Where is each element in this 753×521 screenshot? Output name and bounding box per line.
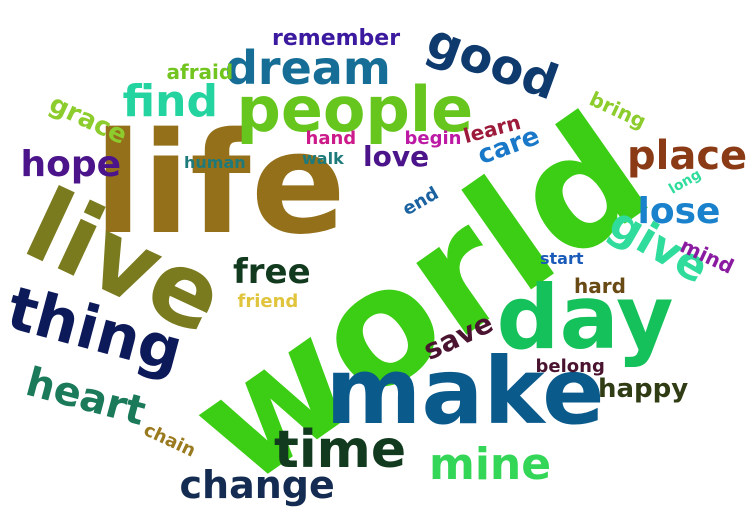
word-people: people [236,73,474,146]
word-cloud: world life make live people day dream th… [0,13,748,521]
word-remember: remember [272,26,401,51]
word-belong: belong [535,356,605,377]
word-begin: begin [404,128,462,149]
word-lose: lose [637,191,721,232]
word-dream: dream [225,41,391,95]
word-afraid: afraid [166,60,234,84]
word-hand: hand [305,128,357,149]
word-life: life [94,103,346,266]
word-human: human [184,153,246,172]
word-place: place [627,133,748,179]
word-mine: mine [429,439,552,490]
word-hard: hard [574,274,626,298]
word-grace: grace [44,89,132,151]
word-make: make [325,338,605,445]
word-love: love [363,140,430,173]
word-hope: hope [20,144,122,185]
word-chain: chain [139,419,199,462]
word-friend: friend [237,291,299,312]
word-walk: walk [302,149,344,168]
word-happy: happy [598,374,689,404]
word-day: day [496,266,674,369]
word-change: change [179,463,335,507]
word-free: free [233,252,311,292]
word-find: find [122,76,218,127]
word-start: start [540,249,584,268]
word-time: time [274,420,407,480]
